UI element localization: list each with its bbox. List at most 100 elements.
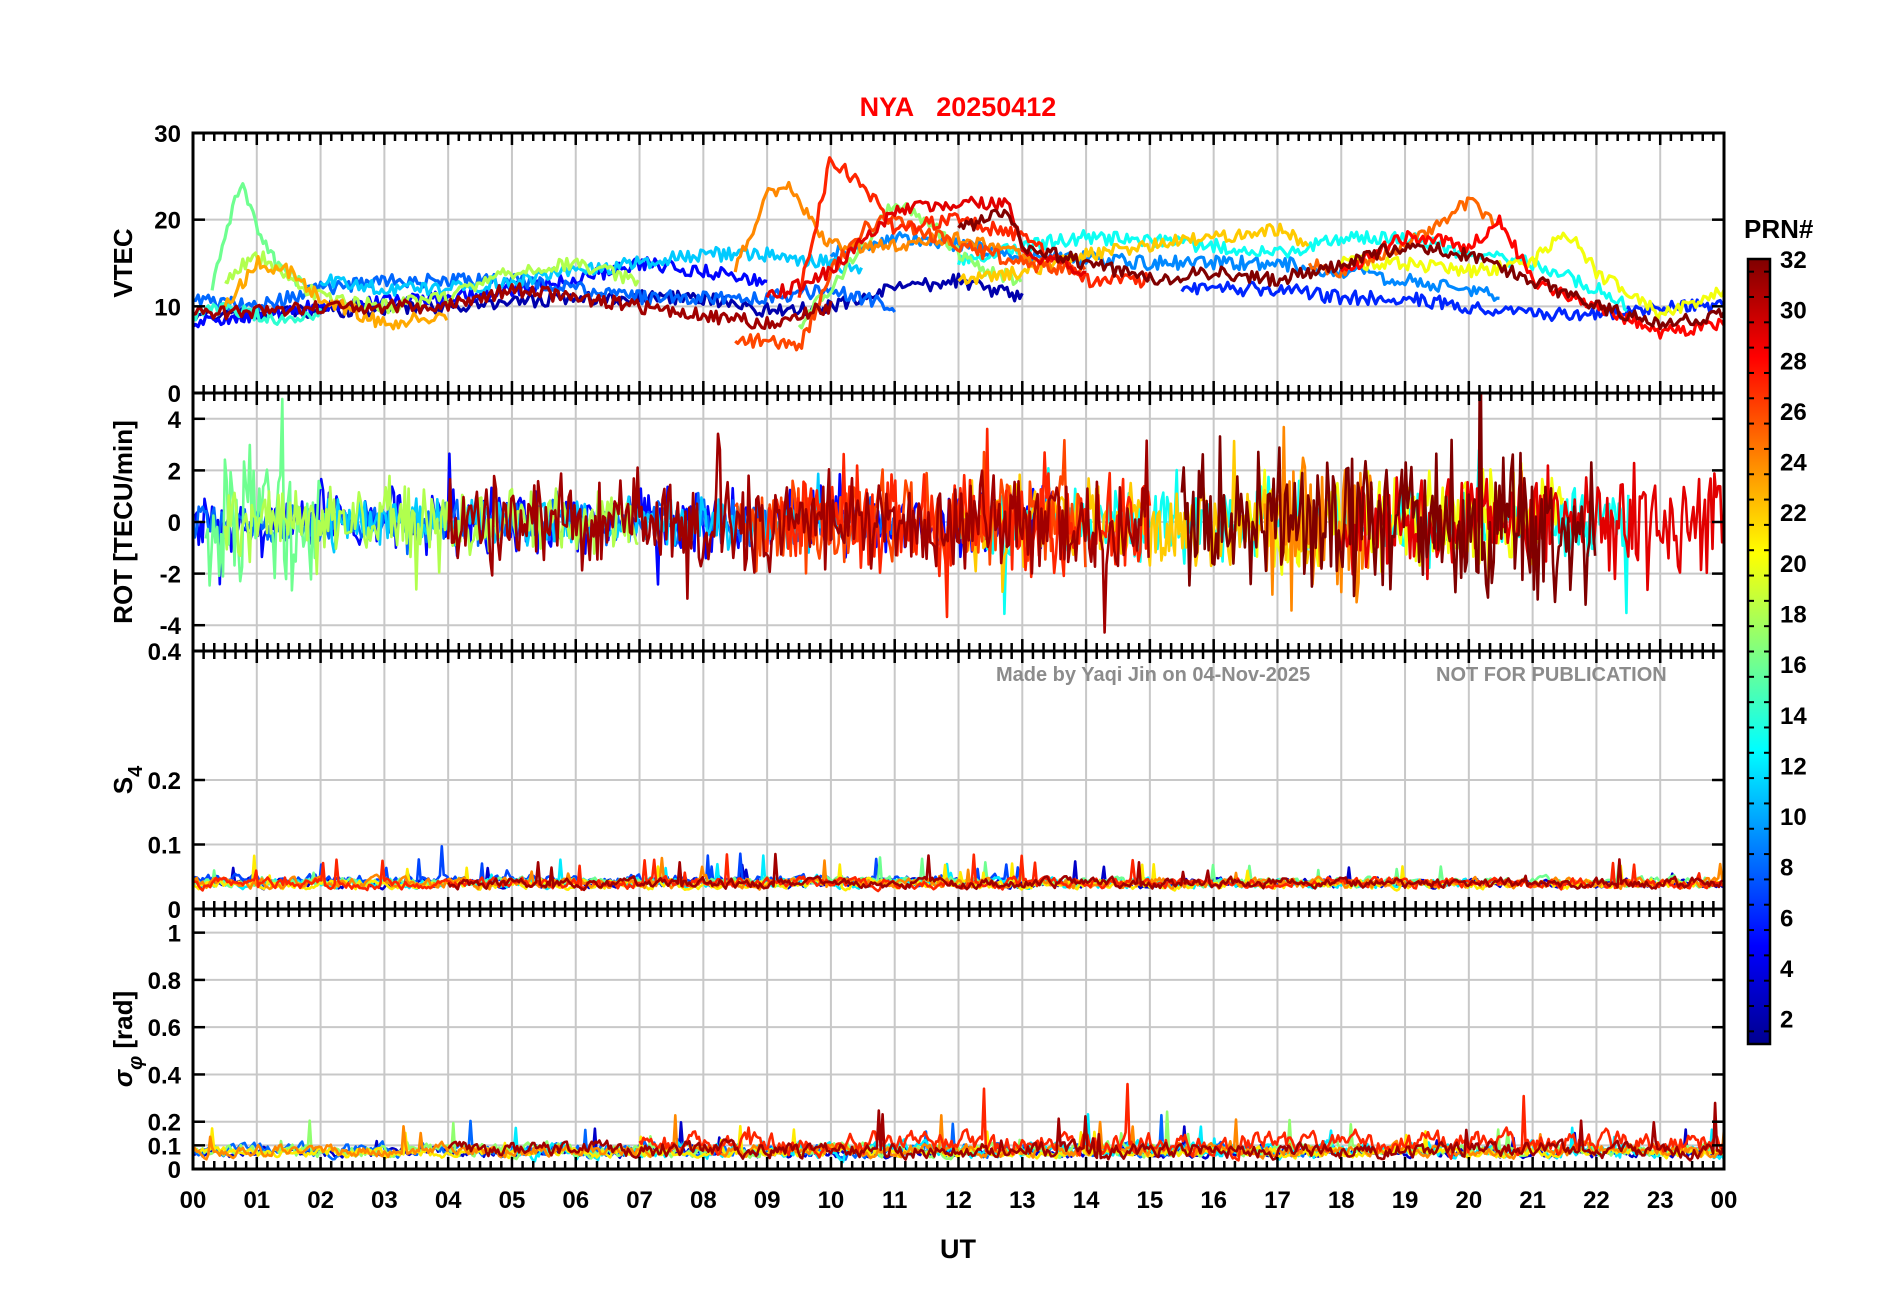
series-line-prn-16 — [210, 182, 308, 291]
series-vtec — [193, 156, 1724, 352]
colorbar-tick-label: 12 — [1780, 753, 1807, 780]
colorbar-tick-label: 22 — [1780, 500, 1807, 527]
x-tick-label: 15 — [1137, 1187, 1164, 1214]
y-tick-label: 0.2 — [148, 768, 181, 795]
y-tick-label: 0 — [168, 381, 181, 408]
y-label-main: σ — [108, 1068, 138, 1087]
y-tick-label: 20 — [154, 208, 181, 235]
series-sigma_phi — [193, 1082, 1724, 1164]
y-tick-label: 1 — [168, 921, 181, 948]
x-tick-label: 04 — [435, 1187, 462, 1214]
x-tick-label: 11 — [882, 1187, 907, 1214]
y-axis-label-rot: ROT [TECU/min] — [108, 420, 138, 624]
colorbar-tick-label: 24 — [1780, 450, 1807, 477]
x-axis-label: UT — [940, 1234, 976, 1264]
y-tick-label: 0.1 — [148, 1133, 181, 1160]
series-line-prn-27 — [638, 1082, 1724, 1162]
series-line-prn-24 — [733, 180, 1055, 273]
y-tick-label: 0.2 — [148, 1110, 181, 1137]
y-tick-label: 0 — [168, 510, 181, 537]
colorbar-tick-label: 4 — [1780, 956, 1794, 983]
chart-title: NYA 20250412 — [860, 92, 1057, 122]
series-line-prn-29 — [765, 195, 1087, 299]
y-tick-label: 0 — [168, 897, 181, 924]
x-tick-label: 13 — [1009, 1187, 1036, 1214]
panel-sigma_phi: 00.10.2 0.4 0.6 0.8 1 σφ [rad] — [108, 909, 1724, 1184]
x-tick-label: 01 — [243, 1187, 270, 1214]
y-tick-label: 4 — [168, 407, 182, 434]
colorbar-tick-label: 20 — [1780, 551, 1807, 578]
series-line-prn-28 — [1339, 214, 1724, 340]
axes-overlay: 00 01 02 03 04 05 06 07 08 09 10 11 12 13 14 15 16 17 18 19… — [180, 131, 1738, 1214]
colorbar-tick-label: 18 — [1780, 602, 1807, 629]
series-line-prn-32 — [957, 208, 1724, 331]
ticks-sigma_phi — [191, 909, 1726, 1171]
grid-sigma_phi — [193, 909, 1724, 1169]
colorbar-tick-label: 28 — [1780, 348, 1807, 375]
series-line-prn-22 — [957, 222, 1310, 285]
panel-rot: -4 -2 0 2 4 ROT [TECU/min] — [108, 393, 1724, 651]
y-tick-label: -2 — [160, 562, 181, 589]
x-tick-label: 02 — [307, 1187, 334, 1214]
series-line-prn-18 — [224, 250, 640, 315]
x-tick-label: 00 — [180, 1187, 207, 1214]
y-tick-label: 2 — [168, 458, 181, 485]
series-line-prn-6 — [1180, 280, 1724, 322]
series-line-prn-11 — [319, 245, 863, 297]
x-tick-labels: 00 01 02 03 04 05 06 07 08 09 10 11 12 13 14 15 16 17 18 19… — [180, 1187, 1738, 1214]
title-date: 20250412 — [936, 92, 1056, 122]
colorbar-tick-label: 14 — [1780, 703, 1807, 730]
panel-s4: 0 0.1 0.2 0.4 S4 — [108, 639, 1724, 924]
colorbar-tick-label: 6 — [1780, 905, 1793, 932]
y-tick-label: -4 — [160, 613, 182, 640]
panel-vtec: 0 10 20 30 VTEC — [108, 121, 1724, 408]
watermark-notice: NOT FOR PUBLICATION — [1436, 664, 1667, 686]
colorbar-title: PRN# — [1744, 214, 1814, 244]
colorbar-tick-label: 26 — [1780, 399, 1807, 426]
grid-s4 — [193, 651, 1724, 909]
title-station: NYA — [860, 92, 915, 122]
x-tick-label: 17 — [1264, 1187, 1291, 1214]
x-tick-label: 05 — [499, 1187, 526, 1214]
axes-box-sigma_phi — [191, 907, 1726, 1171]
y-tick-label: 0.4 — [148, 639, 182, 666]
colorbar-ticks — [1748, 270, 1770, 1033]
y-tick-label: 10 — [154, 294, 181, 321]
x-tick-label: 16 — [1200, 1187, 1227, 1214]
y-tick-label: 0.4 — [148, 1062, 182, 1089]
x-tick-label: 10 — [818, 1187, 845, 1214]
series-line-prn-14 — [193, 301, 323, 326]
x-tick-label: 00 — [1711, 1187, 1738, 1214]
series-s4 — [193, 845, 1724, 893]
colorbar-tick-label: 16 — [1780, 652, 1807, 679]
series-line-prn-31 — [193, 282, 833, 330]
x-tick-label: 20 — [1455, 1187, 1482, 1214]
x-tick-label: 19 — [1392, 1187, 1419, 1214]
colorbar-tick-label: 10 — [1780, 804, 1807, 831]
colorbar-tick-label: 8 — [1780, 855, 1793, 882]
y-axis-label-vtec: VTEC — [108, 228, 138, 298]
x-tick-label: 08 — [690, 1187, 717, 1214]
x-tick-label: 03 — [371, 1187, 398, 1214]
x-tick-label: 09 — [754, 1187, 781, 1214]
series-line-prn-31 — [446, 432, 1150, 634]
y-tick-label: 30 — [154, 121, 181, 148]
y-tick-label: 0.1 — [148, 833, 181, 860]
x-tick-label: 23 — [1647, 1187, 1674, 1214]
y-tick-label: 0.6 — [148, 1015, 181, 1042]
y-label-sub: 4 — [125, 765, 147, 777]
series-line-prn-31 — [447, 852, 1724, 892]
series-line-prn-20 — [1339, 231, 1724, 321]
watermark-author: Made by Yaqi Jin on 04-Nov-2025 — [996, 664, 1310, 686]
y-label-sub: φ — [125, 1056, 147, 1070]
x-tick-label: 07 — [626, 1187, 653, 1214]
x-tick-label: 18 — [1328, 1187, 1355, 1214]
x-tick-label: 12 — [945, 1187, 972, 1214]
series-line-prn-27 — [797, 156, 1151, 299]
series-line-prn-18 — [223, 474, 639, 591]
colorbar-tick-label: 32 — [1780, 247, 1807, 274]
series-line-prn-16 — [204, 397, 322, 592]
y-tick-label: 0.8 — [148, 968, 181, 995]
